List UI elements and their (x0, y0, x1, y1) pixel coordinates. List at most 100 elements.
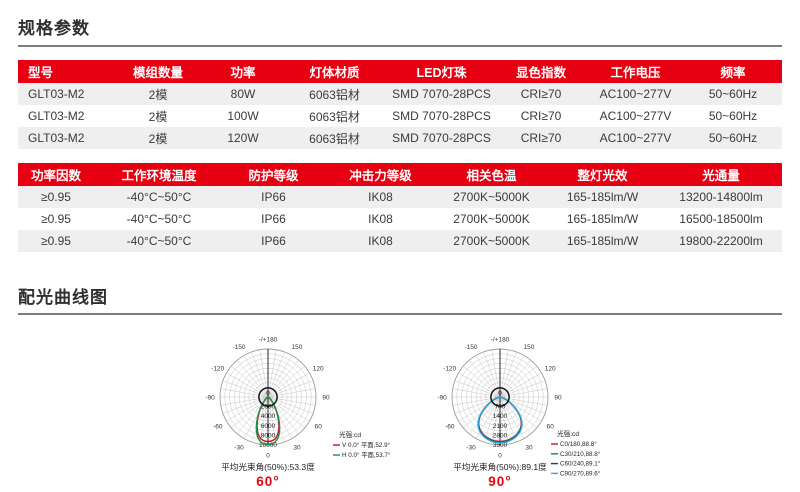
radial-tick-label: 2800 (493, 432, 508, 439)
beam-angle-value: 90° (488, 474, 511, 489)
radial-tick-label: 700 (495, 404, 506, 411)
table-cell: 100W (227, 109, 259, 123)
grid-spoke (243, 355, 269, 398)
table-cell: SMD 7070-28PCS (392, 109, 491, 123)
grid-spoke (267, 396, 310, 422)
angle-tick-label: 120 (545, 365, 556, 372)
table-cell: ≥0.95 (18, 230, 94, 252)
radial-tick-label: 8000 (261, 432, 276, 439)
angle-tick-label: 90 (554, 394, 562, 401)
angle-tick-label: -60 (445, 423, 455, 430)
photometric-svg: 0 30 60 90 120 150 -/+180 -30 -60 -90 -120 -150 0 200… (205, 336, 391, 489)
grid-spoke (222, 396, 269, 414)
table-cell: 6063铝材 (309, 109, 360, 124)
beam-angle-text: 平均光束角(50%):89.1度 (453, 461, 547, 472)
radial-tick-label: 1400 (493, 413, 508, 420)
header-cell: 工作电压 (587, 60, 684, 83)
grid-spoke (267, 365, 305, 398)
grid-spoke (499, 380, 546, 398)
angle-tick-label: 30 (293, 445, 301, 452)
angle-tick-label: 30 (525, 445, 533, 452)
table-cell: 2模 (111, 127, 205, 149)
grid-spoke (499, 396, 548, 406)
grid-spoke (267, 380, 314, 398)
angle-tick-label: -90 (437, 394, 447, 401)
center-circle (258, 387, 278, 407)
table-cell: 165-185lm/W (566, 212, 639, 226)
curves-section-title: 配光曲线图 (18, 288, 108, 307)
table-cell: IP66 (224, 186, 323, 208)
table-cell: 6063铝材 (281, 83, 388, 105)
beam-angle-value: 60° (256, 474, 279, 489)
header-cell: 功率 (205, 60, 281, 83)
table-cell: IK08 (368, 212, 393, 226)
table-cell: 2700K~5000K (438, 230, 545, 252)
grid-spoke (251, 351, 269, 398)
photometric-svg: 0 30 60 90 120 150 -/+180 -30 -60 -90 -120 -150 0 700… (437, 336, 601, 489)
table-cell: 13200-14800lm (660, 186, 782, 208)
radial-tick-label: 2000 (261, 404, 276, 411)
grid-spoke (267, 388, 316, 398)
grid-spoke (499, 351, 517, 398)
grid-spoke (243, 396, 269, 439)
table-cell: GLT03-M2 (18, 127, 111, 149)
grid-spoke (452, 388, 501, 398)
header-cell: 工作环境温度 (94, 163, 224, 186)
grid-spoke (231, 396, 269, 429)
legend-unit-label: 光强:cd (339, 430, 361, 439)
angle-tick-label: 60 (547, 423, 555, 430)
angle-tick-label: -30 (234, 445, 244, 452)
grid-spoke (267, 396, 314, 414)
polar-grid (219, 348, 317, 446)
table-cell: ≥0.95 (41, 212, 71, 226)
angle-tick-label: 150 (292, 344, 303, 351)
header-cell: 灯体材质 (281, 60, 388, 83)
polar-chart-90deg: 0 30 60 90 120 150 -/+180 -30 -60 -90 -120 -150 0 700… (405, 330, 675, 492)
table-cell: 2模 (148, 109, 168, 124)
specs-section-title: 规格参数 (18, 19, 90, 38)
table-cell: CRI≥70 (495, 127, 587, 149)
grid-spoke (499, 388, 548, 398)
angle-tick-label: 60 (315, 423, 323, 430)
table-cell: GLT03-M2 (18, 83, 111, 105)
grid-spoke (483, 396, 501, 443)
table-cell: -40°C~50°C (94, 230, 224, 252)
angle-tick-label: 90 (322, 394, 330, 401)
spec-table-performance: 功率因数 工作环境温度 防护等级 冲击力等级 相关色温 整灯光效 光通量 ≥0.95 -40°C… (18, 163, 782, 252)
legend-item-label: C0/180,88.8° (560, 440, 597, 448)
grid-spoke (499, 396, 532, 434)
grid-spoke (267, 351, 285, 398)
grid-spoke (463, 365, 501, 398)
legend-item-label: C90/270,89.6° (560, 469, 601, 477)
grid-spoke (491, 396, 501, 445)
grid-spoke (468, 396, 501, 434)
grid-spoke (468, 360, 501, 398)
polar-grid (451, 348, 549, 446)
radial-labels: 0 700 1400 2100 2800 3500 (493, 390, 508, 449)
radial-tick-label: 10000 (259, 442, 277, 449)
grid-spoke (222, 380, 269, 398)
grid-spoke (231, 365, 269, 398)
beam-angle-text: 平均光束角(50%):53.3度 (221, 461, 315, 472)
series-curves (477, 396, 523, 444)
angle-tick-label: -120 (443, 365, 456, 372)
grid-spoke (267, 360, 300, 398)
angle-tick-label: 150 (524, 344, 535, 351)
angle-tick-label: -60 (213, 423, 223, 430)
grid-spoke (499, 396, 517, 443)
table-cell: 2700K~5000K (438, 186, 545, 208)
table-cell: 19800-22200lm (660, 230, 782, 252)
table-cell: GLT03-M2 (28, 109, 85, 123)
grid-spoke (267, 396, 293, 439)
polar-chart-60deg: 0 30 60 90 120 150 -/+180 -30 -60 -90 -120 -150 0 200… (150, 330, 420, 492)
table-cell: ≥0.95 (18, 186, 94, 208)
chart-legend: 光强:cd V 0.0° 平面,52.9° H 0.0° 平面,53.7° (333, 430, 391, 459)
grid-spoke (251, 396, 269, 443)
table-cell: AC100~277V (587, 83, 684, 105)
table-cell: 50~60Hz (684, 83, 782, 105)
curves-section-rule (18, 313, 782, 315)
grid-spoke (499, 396, 509, 445)
table-cell: 2700K~5000K (453, 212, 530, 226)
angle-tick-label: -/+180 (491, 336, 510, 343)
